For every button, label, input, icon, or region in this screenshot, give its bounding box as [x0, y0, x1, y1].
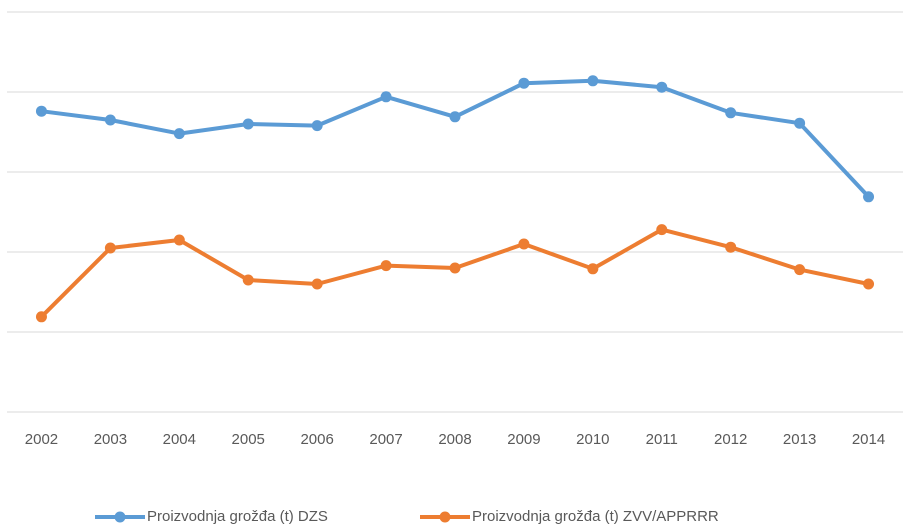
data-point: [449, 262, 461, 274]
x-tick-label: 2003: [94, 431, 127, 448]
data-point: [794, 264, 806, 276]
data-point: [863, 278, 875, 290]
data-point: [725, 241, 737, 253]
data-point: [725, 107, 737, 119]
series-line: [41, 78, 870, 199]
data-point: [587, 75, 599, 87]
data-point: [311, 120, 323, 132]
legend-label: Proizvodnja grožđa (t) ZVV/APPRRR: [472, 508, 719, 525]
data-point: [35, 105, 47, 117]
data-point: [173, 234, 185, 246]
data-point: [311, 278, 323, 290]
data-point: [380, 260, 392, 272]
x-tick-label: 2012: [714, 431, 747, 448]
x-tick-label: 2008: [438, 431, 471, 448]
x-tick-label: 2009: [507, 431, 540, 448]
data-point: [173, 128, 185, 140]
data-point: [518, 238, 530, 250]
legend-marker: [114, 511, 126, 523]
data-point: [587, 263, 599, 275]
data-point: [656, 81, 668, 93]
data-point: [104, 114, 116, 126]
data-point: [35, 311, 47, 323]
data-point: [863, 191, 875, 203]
data-point: [449, 111, 461, 123]
x-tick-label: 2010: [576, 431, 609, 448]
x-tick-label: 2014: [852, 431, 885, 448]
data-point: [242, 274, 254, 286]
legend-marker: [439, 511, 451, 523]
data-point: [104, 242, 116, 254]
legend-label: Proizvodnja grožđa (t) DZS: [147, 508, 328, 525]
data-point: [380, 91, 392, 103]
data-point: [656, 224, 668, 236]
data-point: [242, 118, 254, 130]
x-tick-label: 2006: [300, 431, 333, 448]
data-point: [518, 77, 530, 89]
data-point: [794, 117, 806, 129]
x-tick-label: 2005: [232, 431, 265, 448]
x-tick-label: 2013: [783, 431, 816, 448]
x-tick-label: 2004: [163, 431, 196, 448]
x-tick-label: 2007: [369, 431, 402, 448]
x-tick-label: 2011: [646, 431, 678, 448]
x-tick-label: 2002: [25, 431, 58, 448]
